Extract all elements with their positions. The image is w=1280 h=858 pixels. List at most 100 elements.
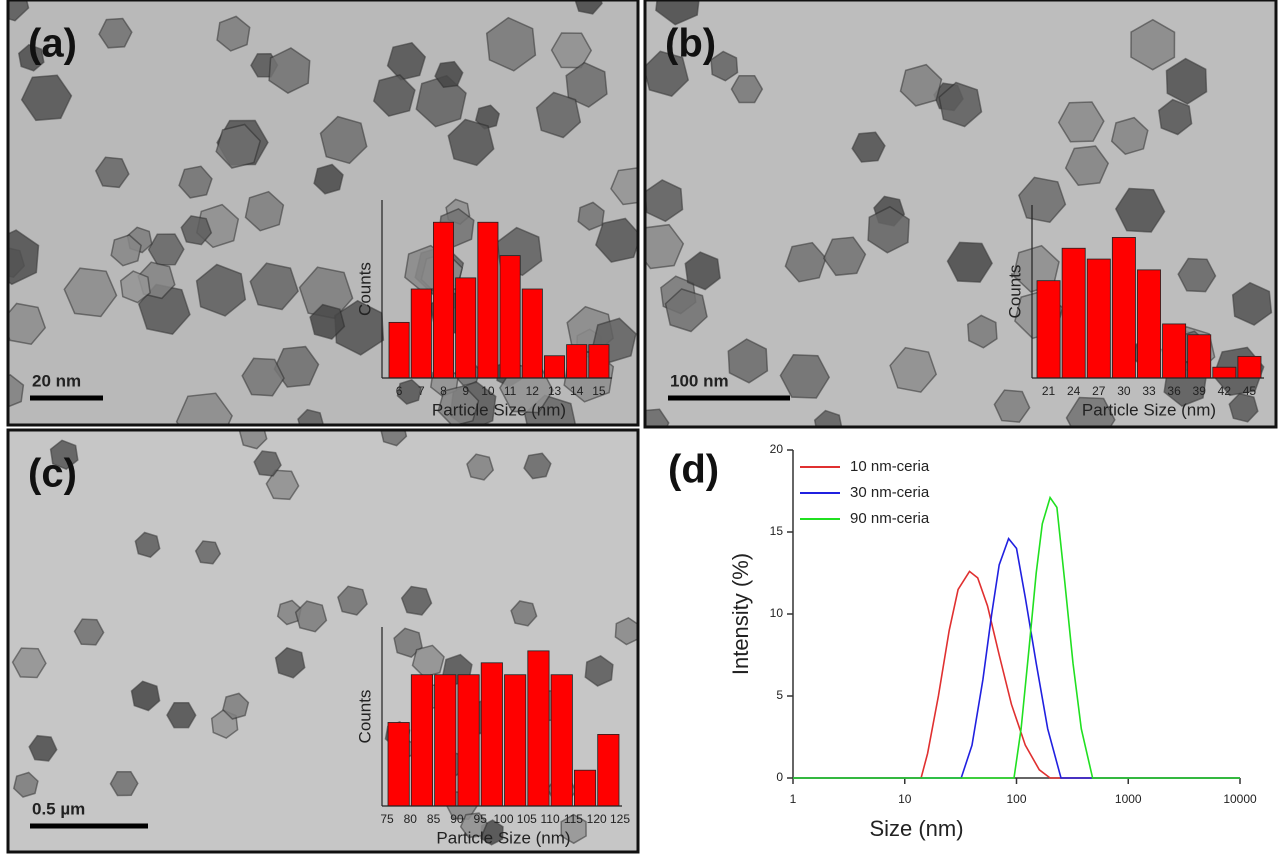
particle bbox=[20, 74, 73, 122]
particle bbox=[195, 263, 247, 317]
scale-bar-label: 100 nm bbox=[670, 371, 729, 390]
x-axis-title: Particle Size (nm) bbox=[432, 400, 566, 419]
x-tick-label: 39 bbox=[1193, 384, 1207, 398]
particle bbox=[565, 61, 608, 108]
particle bbox=[194, 540, 222, 565]
particle bbox=[447, 118, 495, 167]
x-tick-label: 90 bbox=[450, 812, 464, 826]
particle bbox=[1018, 176, 1067, 224]
particle bbox=[216, 15, 251, 52]
particle bbox=[244, 190, 285, 232]
x-axis-title: Particle Size (nm) bbox=[1082, 400, 1216, 419]
particle bbox=[400, 585, 433, 616]
x-tick-label: 42 bbox=[1218, 384, 1232, 398]
particle bbox=[560, 813, 587, 845]
particle bbox=[386, 41, 427, 81]
particle bbox=[967, 314, 998, 349]
y-tick-label: 10 bbox=[770, 606, 784, 620]
tem-image bbox=[8, 0, 638, 425]
particle bbox=[1157, 98, 1193, 136]
particle bbox=[779, 354, 831, 399]
panel-label: (a) bbox=[28, 22, 77, 66]
particle bbox=[134, 531, 161, 559]
particle bbox=[1228, 392, 1259, 423]
x-tick-label: 6 bbox=[396, 384, 403, 398]
legend-label: 90 nm-ceria bbox=[850, 510, 930, 527]
panel-border bbox=[6, 428, 640, 854]
x-tick-label: 75 bbox=[380, 812, 394, 826]
particle bbox=[215, 123, 262, 169]
particle bbox=[535, 91, 582, 139]
bar bbox=[410, 288, 432, 379]
x-tick-label: 12 bbox=[526, 384, 540, 398]
particle bbox=[298, 266, 354, 320]
bar bbox=[1162, 323, 1187, 379]
bar bbox=[1086, 258, 1111, 379]
x-tick-label: 95 bbox=[474, 812, 488, 826]
particle bbox=[664, 288, 708, 333]
particle bbox=[274, 646, 306, 679]
bar bbox=[410, 674, 433, 807]
bar bbox=[455, 277, 477, 379]
particle bbox=[645, 50, 690, 97]
x-tick-label: 33 bbox=[1142, 384, 1156, 398]
particle bbox=[166, 701, 197, 729]
particle bbox=[12, 771, 39, 798]
y-axis-title: Counts bbox=[355, 690, 374, 744]
particle bbox=[485, 16, 537, 72]
particle bbox=[813, 409, 843, 427]
particle bbox=[241, 357, 285, 397]
scale-bar-label: 0.5 µm bbox=[32, 799, 85, 818]
particle bbox=[1065, 396, 1116, 427]
particle bbox=[110, 234, 142, 267]
x-tick-label: 100 bbox=[1006, 792, 1026, 806]
particle bbox=[98, 17, 133, 49]
x-tick-label: 21 bbox=[1042, 384, 1056, 398]
particle bbox=[109, 770, 139, 797]
bar bbox=[544, 355, 566, 379]
particle bbox=[645, 223, 685, 270]
x-tick-label: 1 bbox=[790, 792, 797, 806]
scale-bar-label: 20 nm bbox=[32, 371, 81, 390]
bar bbox=[432, 221, 454, 379]
x-tick-label: 10000 bbox=[1223, 792, 1257, 806]
series-line bbox=[793, 495, 1240, 779]
series-line bbox=[793, 570, 1240, 779]
particle bbox=[17, 43, 45, 72]
particle bbox=[396, 378, 422, 405]
particle bbox=[180, 215, 213, 246]
x-axis-title: Size (nm) bbox=[869, 816, 963, 841]
particle bbox=[993, 389, 1031, 423]
bar bbox=[1187, 334, 1212, 379]
particle bbox=[610, 167, 638, 206]
particle bbox=[437, 385, 480, 425]
x-tick-label: 10 bbox=[898, 792, 912, 806]
bar bbox=[504, 674, 527, 807]
bar bbox=[1137, 269, 1161, 379]
x-tick-label: 45 bbox=[1243, 384, 1257, 398]
particle bbox=[49, 439, 79, 470]
particle bbox=[73, 618, 105, 646]
x-tick-label: 30 bbox=[1117, 384, 1131, 398]
particle bbox=[655, 0, 700, 26]
particle bbox=[867, 205, 910, 254]
bar bbox=[477, 221, 499, 379]
particle bbox=[175, 392, 233, 425]
particle bbox=[94, 156, 130, 189]
series-line bbox=[793, 536, 1240, 779]
particle bbox=[319, 115, 368, 165]
x-tick-label: 27 bbox=[1092, 384, 1106, 398]
particle bbox=[313, 163, 344, 195]
x-tick-label: 105 bbox=[517, 812, 537, 826]
particle bbox=[249, 262, 299, 311]
particle bbox=[510, 600, 538, 627]
bar bbox=[588, 344, 610, 379]
particle bbox=[415, 74, 467, 128]
particle bbox=[28, 734, 58, 762]
bar bbox=[434, 674, 457, 807]
x-tick-label: 15 bbox=[592, 384, 606, 398]
particle bbox=[1057, 101, 1105, 143]
particle bbox=[309, 303, 346, 340]
particle bbox=[238, 430, 268, 450]
particle bbox=[574, 0, 603, 15]
